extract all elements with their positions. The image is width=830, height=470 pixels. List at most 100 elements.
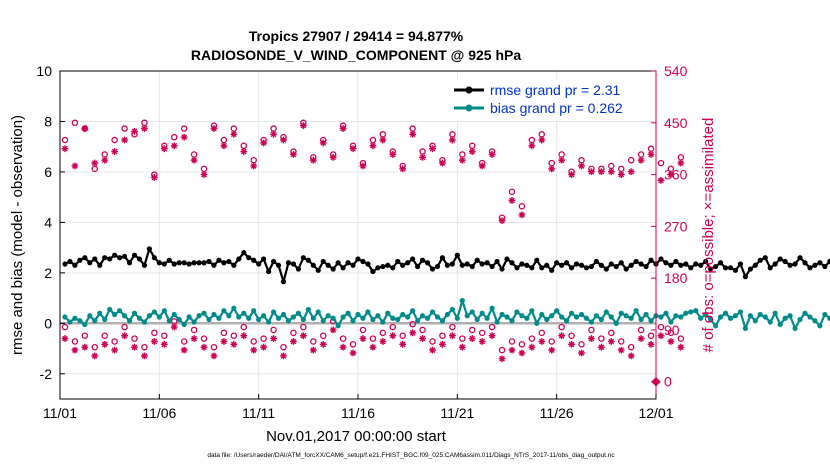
rmse-point	[335, 260, 341, 266]
rmse-point	[176, 260, 182, 266]
obs-assimilated-marker	[270, 335, 277, 342]
bias-point	[181, 321, 187, 328]
bias-point	[658, 314, 664, 320]
rmse-series	[62, 246, 830, 285]
rmse-point	[246, 255, 252, 261]
rmse-point	[320, 258, 326, 265]
rmse-point	[87, 260, 93, 266]
obs-assimilated-marker	[180, 346, 188, 354]
bias-point	[727, 315, 734, 321]
rmse-point	[812, 262, 818, 268]
chart-title-line-2: RADIOSONDE_V_WIND_COMPONENT @ 925 hPa	[191, 47, 521, 63]
obs-assimilated-marker	[329, 153, 337, 161]
y-right-tick-label: 0	[664, 374, 672, 390]
obs-possible-marker	[131, 335, 138, 342]
obs-assimilated-marker	[121, 332, 128, 340]
bias-point	[489, 305, 495, 311]
rmse-point	[554, 260, 560, 266]
rmse-point	[266, 268, 272, 275]
bias-point	[62, 314, 68, 320]
obs-assimilated-marker	[250, 162, 258, 170]
bias-point	[285, 318, 292, 324]
obs-possible-marker	[300, 323, 307, 331]
bias-point	[325, 313, 331, 319]
bias-point	[117, 308, 123, 314]
obs-assimilated-marker	[210, 125, 218, 132]
rmse-point	[464, 261, 470, 267]
rmse-point	[678, 262, 684, 268]
y-right-tick-label: 270	[664, 218, 688, 234]
obs-assimilated-marker	[81, 343, 89, 351]
obs-assimilated-marker	[230, 340, 238, 348]
rmse-point	[658, 256, 664, 262]
obs-assimilated-marker	[180, 133, 188, 141]
bias-point	[519, 313, 525, 319]
obs-assimilated-marker	[558, 332, 566, 340]
obs-possible-marker	[647, 332, 655, 339]
obs-assimilated-marker	[568, 340, 575, 348]
bias-point	[464, 313, 470, 319]
legend-bias-marker	[465, 104, 473, 112]
rmse-point	[405, 260, 411, 266]
bias-point	[573, 314, 580, 320]
rmse-point	[708, 266, 714, 272]
y-tick-label: 4	[44, 214, 52, 230]
obs-possible-marker	[220, 329, 228, 337]
bias-point	[787, 313, 793, 319]
obs-assimilated-marker	[409, 130, 417, 138]
bias-point	[395, 316, 401, 323]
rmse-point	[216, 257, 222, 263]
rmse-point	[400, 262, 406, 268]
rmse-point	[136, 256, 143, 262]
obs-possible-marker	[617, 338, 625, 345]
obs-assimilated-marker	[409, 329, 417, 337]
rmse-point	[345, 260, 351, 266]
rmse-point	[126, 260, 133, 266]
obs-possible-marker	[459, 335, 466, 342]
obs-assimilated-marker	[319, 139, 327, 147]
bias-point	[300, 316, 306, 323]
rmse-point	[350, 262, 356, 268]
rmse-point	[762, 255, 768, 261]
obs-assimilated-marker	[518, 211, 526, 219]
bias-point	[419, 313, 426, 319]
y-axis: -2 0 2 4 6 8 10	[36, 63, 65, 382]
bias-point	[201, 310, 207, 316]
obs-assimilated-marker	[220, 338, 228, 345]
bias-point	[226, 313, 232, 319]
obs-possible-marker	[111, 338, 118, 345]
rmse-point	[340, 265, 346, 271]
obs-assimilated-marker	[647, 151, 655, 158]
chart-title-line-1: Tropics 27907 / 29414 = 94.877%	[249, 28, 464, 44]
bias-point	[767, 319, 773, 325]
rmse-point	[603, 266, 609, 272]
bias-point	[67, 319, 73, 325]
rmse-point	[410, 256, 416, 262]
bias-point	[479, 310, 485, 316]
obs-assimilated-marker	[71, 162, 79, 170]
obs-assimilated-marker	[538, 136, 546, 144]
legend-rmse-label: rmse grand pr = 2.31	[490, 82, 621, 98]
bias-point	[330, 315, 336, 321]
obs-assimilated-marker	[439, 340, 446, 348]
obs-assimilated-marker	[319, 340, 327, 348]
obs-possible-marker	[161, 332, 168, 339]
obs-assimilated-marker	[111, 148, 119, 155]
obs-assimilated-marker	[379, 136, 387, 144]
bias-point	[82, 321, 88, 328]
bias-point	[588, 319, 595, 325]
bias-point	[742, 325, 749, 331]
rmse-point	[151, 255, 157, 261]
obs-assimilated-marker	[488, 151, 496, 158]
rmse-point	[663, 260, 669, 266]
rmse-point	[613, 263, 619, 270]
bias-point	[97, 310, 103, 316]
obs-assimilated-marker	[220, 142, 228, 150]
obs-possible-marker	[608, 329, 615, 337]
bias-point	[583, 315, 590, 321]
obs-possible-marker	[568, 332, 575, 339]
bias-point	[335, 323, 341, 329]
obs-possible-marker	[121, 125, 128, 132]
bias-point	[295, 310, 301, 316]
legend-box	[449, 79, 651, 121]
